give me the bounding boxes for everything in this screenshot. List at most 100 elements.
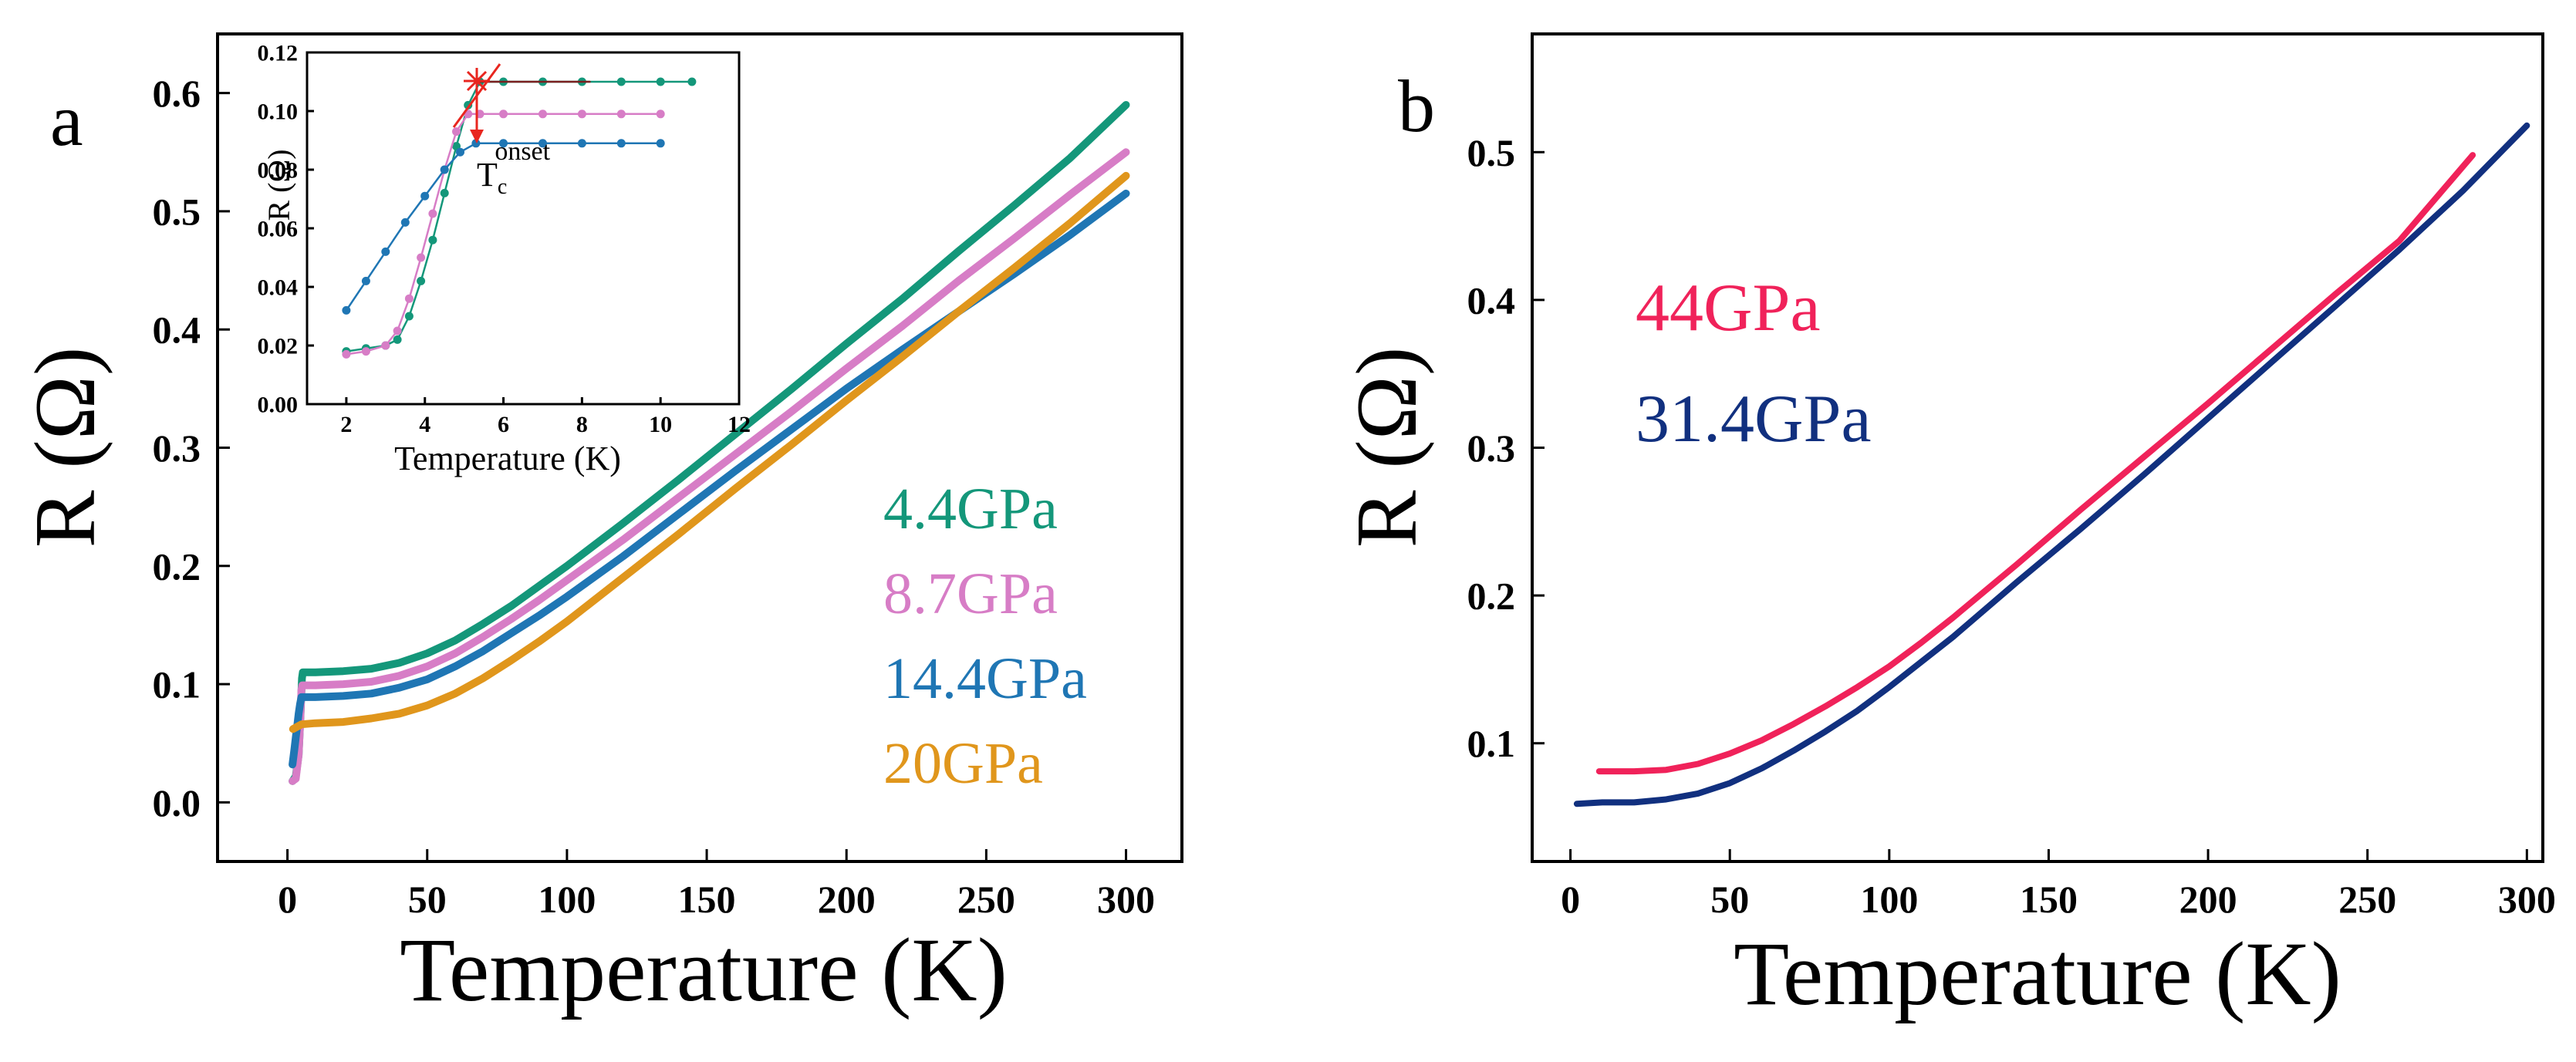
inset-series	[342, 77, 697, 359]
data-point-8.7GPa	[361, 347, 370, 356]
panel-b-x-axis-label: Temperature (K)	[1734, 923, 2341, 1024]
data-point-14.4GPa	[440, 165, 449, 174]
data-point-8.7GPa	[499, 110, 508, 119]
data-point-8.7GPa	[577, 110, 586, 119]
y-tick-label: 0.5	[1467, 131, 1516, 174]
data-point-4.4GPa	[687, 77, 697, 86]
y-tick-label: 0.08	[258, 158, 299, 184]
x-tick-label: 300	[2498, 878, 2556, 921]
x-tick-label: 6	[498, 412, 509, 437]
y-tick-label: 0.5	[153, 190, 201, 233]
x-tick-label: 300	[1097, 878, 1155, 921]
data-point-4.4GPa	[428, 235, 437, 244]
series-line-14.4GPa	[289, 189, 1130, 769]
panel-b-label: b	[1398, 65, 1435, 147]
tc-onset-arrowhead	[470, 130, 484, 143]
panel-a: a 0 50 100 150 200 250 300 0.00.10.20.30.40.50…	[18, 32, 1183, 1020]
x-tick-label: 250	[2338, 878, 2396, 921]
panel-b: b 0 50 100 150 200 250 300 0.1 0.2 0.3 0.4 0.5 Tem…	[1339, 32, 2556, 1024]
data-point-4.4GPa	[656, 77, 665, 86]
panel-b-series	[1573, 122, 2530, 807]
inset-x-axis-label: Temperature (K)	[394, 440, 621, 477]
x-tick-label: 8	[576, 412, 588, 437]
series-line-8.7GPa	[289, 148, 1130, 785]
data-point-14.4GPa	[381, 247, 390, 256]
series-line-4.4GPa	[289, 101, 1130, 785]
x-tick-label: 100	[538, 878, 596, 921]
legend-b-item-44GPa: 44GPa	[1636, 271, 1821, 346]
x-tick-label: 50	[408, 878, 447, 921]
panel-a-x-ticks: 0 50 100 150 200 250 300	[278, 849, 1155, 921]
x-tick-label: 4	[419, 412, 430, 437]
data-point-4.4GPa	[417, 276, 426, 285]
data-point-8.7GPa	[616, 110, 626, 119]
y-tick-label: 0.06	[258, 217, 299, 242]
x-tick-label: 2	[340, 412, 352, 437]
y-tick-label: 0.2	[1467, 575, 1516, 618]
data-point-14.4GPa	[538, 139, 547, 148]
panel-a-inset: 2 4 6 8 10 12 0.00 0.02 0.04 0.06 0.08 0.10 0.12 Te…	[258, 41, 751, 478]
series-line-20GPa	[289, 171, 1130, 733]
tc-onset-annotation: Tconset	[477, 137, 551, 199]
data-point-8.7GPa	[417, 253, 426, 262]
legend-b-item-31.4GPa: 31.4GPa	[1636, 382, 1872, 457]
data-point-14.4GPa	[400, 217, 410, 227]
data-point-14.4GPa	[656, 139, 665, 148]
data-point-14.4GPa	[499, 139, 508, 148]
data-point-8.7GPa	[404, 294, 414, 303]
y-tick-label: 0.02	[258, 334, 299, 359]
data-point-4.4GPa	[616, 77, 626, 86]
y-tick-label: 0.04	[258, 275, 299, 301]
x-tick-label: 100	[1860, 878, 1918, 921]
data-point-8.7GPa	[342, 349, 351, 359]
x-tick-label: 0	[278, 878, 297, 921]
x-tick-label: 10	[649, 412, 672, 437]
y-tick-label: 0.0	[153, 781, 201, 824]
series-line-44GPa	[1595, 152, 2476, 775]
panel-b-y-ticks: 0.1 0.2 0.3 0.4 0.5	[1467, 131, 1545, 765]
y-tick-label: 0.00	[258, 393, 299, 418]
legend-a-item-4.4GPa: 4.4GPa	[883, 477, 1058, 541]
x-tick-label: 50	[1710, 878, 1749, 921]
data-point-14.4GPa	[577, 139, 586, 148]
tc-onset-marker	[452, 63, 501, 143]
data-point-14.4GPa	[361, 276, 370, 285]
y-tick-label: 0.4	[1467, 278, 1516, 322]
data-point-8.7GPa	[428, 209, 437, 218]
panel-a-series	[289, 101, 1130, 785]
y-tick-label: 0.1	[1467, 722, 1516, 765]
panel-a-x-axis-label: Temperature (K)	[400, 919, 1008, 1020]
panel-a-y-ticks: 0.0 0.1 0.2 0.3 0.4 0.5 0.6	[153, 72, 230, 824]
data-point-14.4GPa	[342, 305, 351, 315]
x-tick-label: 12	[728, 412, 751, 437]
data-point-14.4GPa	[420, 191, 430, 201]
data-point-8.7GPa	[381, 341, 390, 350]
x-tick-label: 200	[818, 878, 876, 921]
y-tick-label: 0.2	[153, 544, 201, 588]
data-point-8.7GPa	[452, 127, 461, 137]
y-tick-label: 0.3	[153, 426, 201, 470]
y-tick-label: 0.10	[258, 99, 299, 125]
y-tick-label: 0.1	[153, 663, 201, 706]
data-point-14.4GPa	[616, 139, 626, 148]
data-point-4.4GPa	[404, 312, 414, 321]
inset-x-ticks: 2 4 6 8 10 12	[340, 397, 751, 437]
x-tick-label: 150	[2020, 878, 2078, 921]
data-point-14.4GPa	[471, 139, 481, 148]
y-tick-label: 0.4	[153, 308, 201, 352]
y-tick-label: 0.6	[153, 72, 201, 115]
data-point-4.4GPa	[440, 188, 449, 197]
inset-y-ticks: 0.00 0.02 0.04 0.06 0.08 0.10 0.12	[258, 41, 314, 418]
panel-a-label: a	[50, 79, 83, 161]
x-tick-label: 150	[678, 878, 736, 921]
data-point-8.7GPa	[656, 110, 665, 119]
data-point-8.7GPa	[538, 110, 547, 119]
inset-y-axis-label: R (Ω)	[262, 149, 296, 221]
x-tick-label: 200	[2179, 878, 2237, 921]
panel-b-y-axis-label: R (Ω)	[1339, 347, 1435, 548]
y-tick-label: 0.3	[1467, 426, 1516, 470]
x-tick-label: 250	[957, 878, 1015, 921]
y-tick-label: 0.12	[258, 41, 299, 66]
x-tick-label: 0	[1561, 878, 1580, 921]
